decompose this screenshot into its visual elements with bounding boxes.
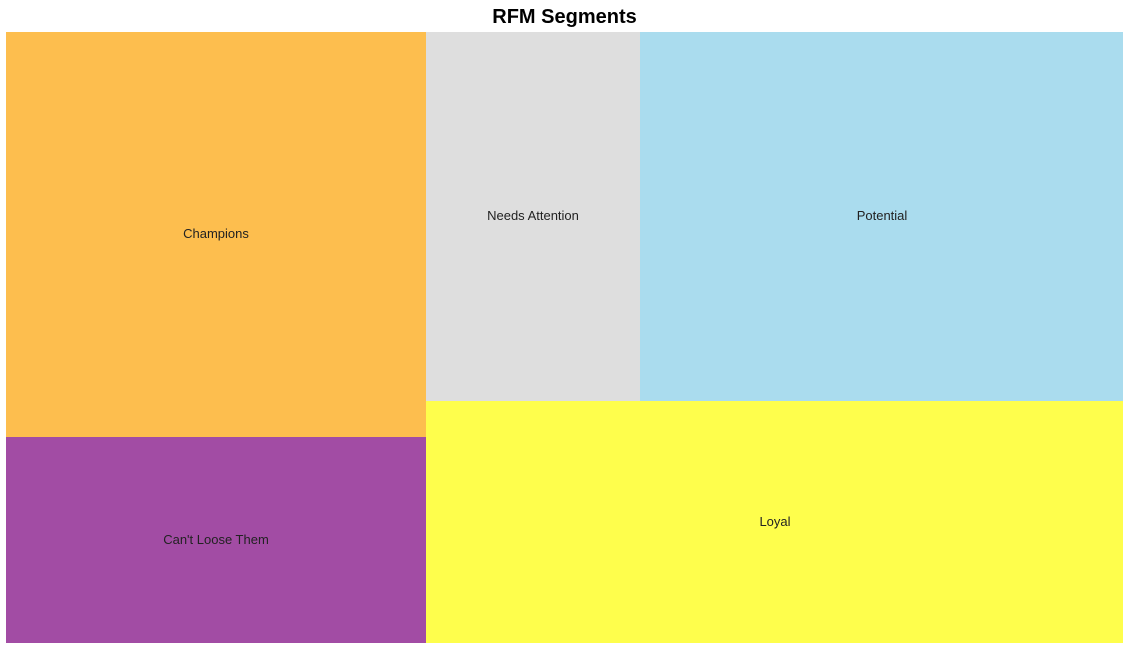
tile-label-needs-attention: Needs Attention: [487, 208, 579, 223]
tile-can-t-loose-them: [6, 437, 426, 643]
treemap-tiles: Champions Can't Loose Them Needs Attention…: [6, 32, 1123, 643]
tile-label-potential: Potential: [857, 208, 908, 223]
tile-needs-attention: [426, 32, 640, 401]
chart-title: RFM Segments: [492, 6, 637, 28]
tile-champions: [6, 32, 426, 437]
tile-potential: [640, 32, 1123, 401]
tile-label-can-t-loose-them: Can't Loose Them: [163, 532, 269, 547]
tile-label-champions: Champions: [183, 226, 249, 241]
tile-loyal: [426, 401, 1123, 643]
tile-label-loyal: Loyal: [759, 514, 790, 529]
